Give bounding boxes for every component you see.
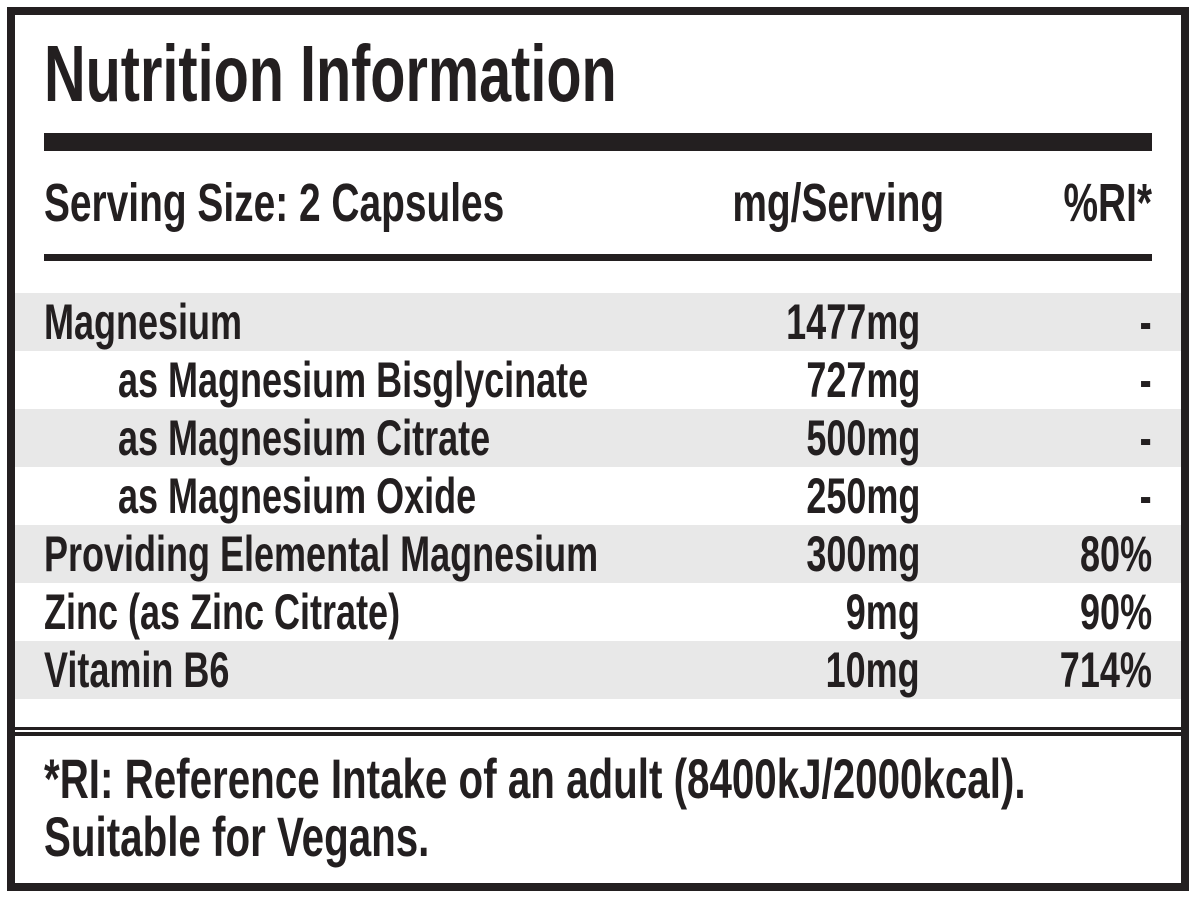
- nutrient-name-cell: Vitamin B6: [44, 641, 650, 699]
- nutrient-ri: 714%: [1059, 642, 1152, 698]
- nutrient-amount-cell: 727mg: [650, 351, 920, 409]
- table-row: Vitamin B6 10mg 714%: [15, 641, 1181, 699]
- ri-column-header-cell: %RI*: [920, 172, 1152, 234]
- serving-size-header: Serving Size: 2 Capsules: [44, 172, 505, 233]
- nutrient-name: Zinc (as Zinc Citrate): [44, 584, 401, 640]
- page-title: Nutrition Information: [15, 15, 1181, 133]
- nutrient-amount-cell: 1477mg: [650, 293, 920, 351]
- nutrient-name-cell: as Magnesium Citrate: [44, 409, 650, 467]
- header-divider-line: [44, 254, 1152, 261]
- ri-column-header: %RI*: [1063, 172, 1152, 233]
- table-row: as Magnesium Citrate 500mg -: [15, 409, 1181, 467]
- serving-size-header-cell: Serving Size: 2 Capsules: [44, 172, 650, 234]
- amount-column-header: mg/Serving: [732, 172, 945, 233]
- vegan-note: Suitable for Vegans.: [44, 805, 430, 868]
- nutrient-name: Providing Elemental Magnesium: [44, 526, 599, 582]
- table-row: as Magnesium Bisglycinate 727mg -: [15, 351, 1181, 409]
- footer-divider: [15, 727, 1181, 736]
- nutrient-ri-cell: -: [920, 467, 1152, 525]
- title-divider-bar: [44, 133, 1152, 151]
- nutrient-amount: 300mg: [805, 526, 920, 582]
- amount-column-header-cell: mg/Serving: [650, 172, 944, 234]
- table-row: Providing Elemental Magnesium 300mg 80%: [15, 525, 1181, 583]
- nutrient-amount: 1477mg: [785, 294, 920, 350]
- nutrient-ri-cell: -: [920, 293, 1152, 351]
- nutrient-name-cell: as Magnesium Bisglycinate: [44, 351, 650, 409]
- reference-intake-note: *RI: Reference Intake of an adult (8400k…: [44, 747, 1026, 810]
- nutrient-name: as Magnesium Citrate: [118, 410, 491, 466]
- nutrient-name-cell: Providing Elemental Magnesium: [44, 525, 650, 583]
- nutrient-name: as Magnesium Oxide: [118, 468, 477, 524]
- nutrient-ri: -: [1140, 352, 1152, 408]
- table-row: as Magnesium Oxide 250mg -: [15, 467, 1181, 525]
- nutrient-amount: 500mg: [805, 410, 920, 466]
- footnote-line: *RI: Reference Intake of an adult (8400k…: [44, 750, 1152, 808]
- nutrient-ri: -: [1140, 410, 1152, 466]
- nutrient-ri-cell: 714%: [920, 641, 1152, 699]
- nutrient-ri: -: [1140, 294, 1152, 350]
- nutrient-ri-cell: -: [920, 351, 1152, 409]
- nutrient-name-cell: as Magnesium Oxide: [44, 467, 650, 525]
- footnote: *RI: Reference Intake of an adult (8400k…: [15, 736, 1181, 866]
- nutrient-name: as Magnesium Bisglycinate: [118, 352, 589, 408]
- table-row: Magnesium 1477mg -: [15, 293, 1181, 351]
- nutrient-amount: 727mg: [805, 352, 920, 408]
- nutrition-label: Nutrition Information Serving Size: 2 Ca…: [7, 7, 1189, 891]
- nutrient-amount-cell: 500mg: [650, 409, 920, 467]
- nutrient-ri-cell: -: [920, 409, 1152, 467]
- table-row: Zinc (as Zinc Citrate) 9mg 90%: [15, 583, 1181, 641]
- nutrient-name-cell: Zinc (as Zinc Citrate): [44, 583, 650, 641]
- nutrient-ri-cell: 80%: [920, 525, 1152, 583]
- nutrient-amount-cell: 300mg: [650, 525, 920, 583]
- nutrient-amount: 10mg: [825, 642, 920, 698]
- nutrient-amount-cell: 250mg: [650, 467, 920, 525]
- nutrient-name: Magnesium: [44, 294, 243, 350]
- table-header-row: Serving Size: 2 Capsules mg/Serving %RI*: [15, 151, 1181, 254]
- nutrient-name-cell: Magnesium: [44, 293, 650, 351]
- nutrient-name: Vitamin B6: [44, 642, 230, 698]
- nutrient-ri: 90%: [1079, 584, 1152, 640]
- nutrient-amount-cell: 9mg: [650, 583, 920, 641]
- nutrient-ri-cell: 90%: [920, 583, 1152, 641]
- footnote-line: Suitable for Vegans.: [44, 808, 1152, 866]
- page-title-text: Nutrition Information: [44, 29, 617, 118]
- nutrient-amount-cell: 10mg: [650, 641, 920, 699]
- nutrient-table: Magnesium 1477mg - as Magnesium Bisglyci…: [15, 293, 1181, 699]
- nutrient-ri: 80%: [1079, 526, 1152, 582]
- nutrient-amount: 250mg: [805, 468, 920, 524]
- nutrient-ri: -: [1140, 468, 1152, 524]
- nutrient-amount: 9mg: [845, 584, 920, 640]
